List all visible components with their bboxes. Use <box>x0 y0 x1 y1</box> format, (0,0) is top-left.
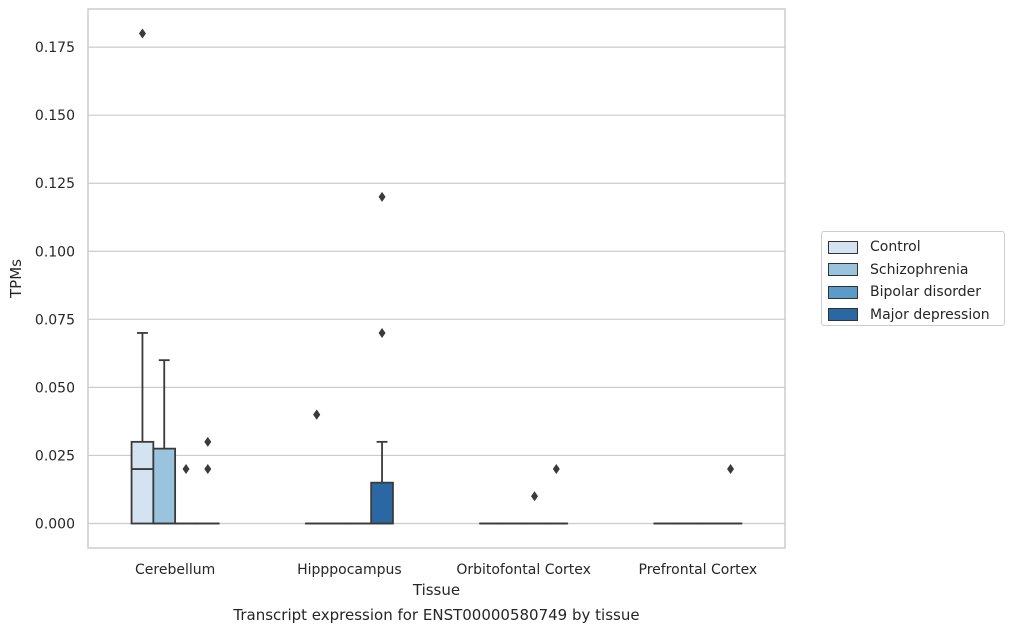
y-axis-title: TPMs <box>7 259 25 299</box>
legend-swatch <box>828 308 858 322</box>
box-major-depression <box>544 464 569 525</box>
x-tick-label: Hipppocampus <box>297 562 402 578</box>
box-control <box>130 28 155 525</box>
outlier-point <box>204 464 212 475</box>
chart-caption: Transcript expression for ENST0000058074… <box>233 606 640 624</box>
outlier-point <box>378 327 386 338</box>
outlier-point <box>204 436 212 447</box>
outlier-point <box>531 491 539 502</box>
outlier-point <box>182 464 190 475</box>
legend-swatch <box>828 285 858 299</box>
plot-area <box>87 8 786 549</box>
boxes <box>130 28 743 525</box>
outlier-point <box>727 464 735 475</box>
y-tick-label: 0.175 <box>35 40 75 56</box>
x-tick-label: Orbitofontal Cortex <box>456 562 591 578</box>
outlier-point <box>313 409 321 420</box>
legend-label: Bipolar disorder <box>870 284 982 301</box>
legend-item: Major depression <box>828 304 1004 327</box>
y-tick-label: 0.025 <box>35 448 75 464</box>
y-tick-label: 0.100 <box>35 244 75 260</box>
y-tick-label: 0.000 <box>35 517 75 533</box>
box-major-depression <box>370 191 394 525</box>
box <box>130 440 155 525</box>
y-tick-label: 0.050 <box>35 380 75 396</box>
x-tick-label: Prefrontal Cortex <box>639 562 758 578</box>
legend: Control Schizophrenia Bipolar disorder Majo… <box>821 231 1005 326</box>
y-tick-label: 0.150 <box>35 108 75 124</box>
outlier-point <box>378 191 386 202</box>
legend-item: Bipolar disorder <box>828 281 1004 304</box>
y-axis-ticks: 0.000 0.025 0.050 0.075 0.100 0.125 0.150 0.175 <box>35 40 75 532</box>
y-tick-label: 0.075 <box>35 312 75 328</box>
legend-label: Schizophrenia <box>870 261 969 278</box>
x-tick-label: Cerebellum <box>135 562 215 578</box>
box <box>152 447 177 525</box>
legend-label: Major depression <box>870 306 990 323</box>
legend-swatch <box>828 240 858 254</box>
box <box>370 481 394 525</box>
legend-label: Control <box>870 239 921 256</box>
y-tick-label: 0.125 <box>35 176 75 192</box>
box-major-depression <box>718 464 743 525</box>
gridlines <box>88 46 785 525</box>
box-control <box>304 409 329 525</box>
outlier-point <box>552 464 560 475</box>
legend-swatch <box>828 263 858 277</box>
box-major-depression <box>196 436 220 525</box>
legend-item: Schizophrenia <box>828 259 1004 282</box>
outlier-point <box>138 28 146 39</box>
x-axis-title: Tissue <box>412 581 460 599</box>
box-bipolar-disorder <box>522 491 547 525</box>
x-axis-ticks: Cerebellum Hipppocampus Orbitofontal Corte… <box>135 562 757 578</box>
legend-item: Control <box>828 236 1004 259</box>
box-schizophrenia <box>152 359 177 525</box>
box-bipolar-disorder <box>174 464 198 525</box>
